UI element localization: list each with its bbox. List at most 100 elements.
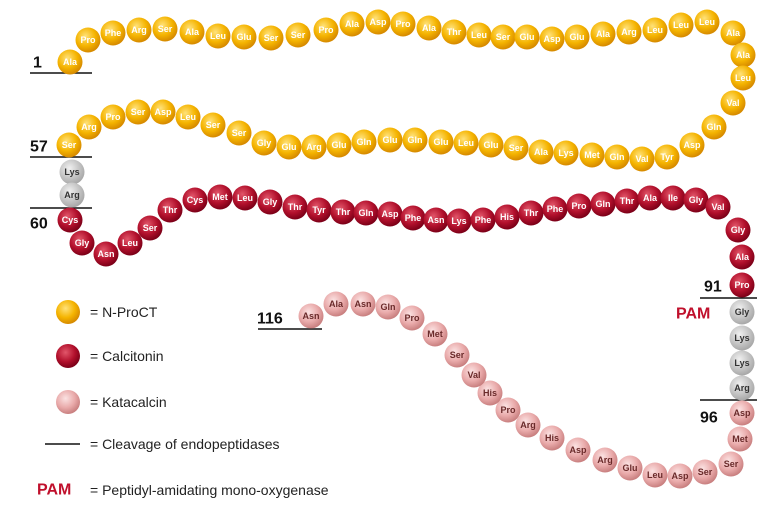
residue-label: Asp: [154, 107, 172, 117]
residue-label: Asn: [302, 311, 319, 321]
residue-bead: [637, 185, 663, 211]
residue-bead: [232, 185, 258, 211]
residue-label: Arg: [520, 420, 536, 430]
residue-label: Met: [427, 329, 443, 339]
residue-bead: [56, 132, 82, 158]
residue-bead: [175, 104, 201, 130]
legend-bead: [56, 300, 80, 324]
residue-bead: [694, 9, 720, 35]
residue-label: Leu: [458, 138, 474, 148]
residue-bead: [285, 22, 311, 48]
residue-bead: [604, 144, 630, 170]
residue-bead: [725, 217, 751, 243]
residue-bead: [515, 412, 541, 438]
residue-label: Asp: [543, 34, 561, 44]
residue-bead: [365, 9, 391, 35]
residue-bead: [423, 207, 449, 233]
residue-label: Gln: [359, 208, 374, 218]
residue-bead: [422, 321, 448, 347]
residue-label: Ser: [264, 33, 279, 43]
position-label: 57: [30, 139, 48, 156]
residue-label: Thr: [524, 208, 539, 218]
residue-label: Arg: [306, 142, 322, 152]
residue-bead: [617, 455, 643, 481]
residue-bead: [126, 17, 152, 43]
chain: Gly Lys Lys Arg: [729, 299, 755, 401]
residue-label: Phe: [105, 28, 122, 38]
residue-bead: [100, 20, 126, 46]
residue-label: Phe: [547, 204, 564, 214]
residue-label: Ser: [724, 459, 739, 469]
residue-bead: [117, 230, 143, 256]
residue-label: Ala: [596, 29, 611, 39]
residue-label: Glu: [237, 32, 252, 42]
residue-label: Gly: [735, 307, 750, 317]
residue-bead: [313, 17, 339, 43]
residue-bead: [470, 207, 496, 233]
residue-bead: [57, 207, 83, 233]
residue-label: Met: [584, 150, 600, 160]
residue-label: Thr: [447, 27, 462, 37]
residue-label: Ser: [62, 140, 77, 150]
residue-label: Val: [467, 370, 480, 380]
residue-bead: [701, 114, 727, 140]
residue-bead: [566, 193, 592, 219]
chain: AspMetSerSerAspLeuGluArgAspHisArgProHisV…: [298, 291, 755, 489]
residue-label: Leu: [122, 238, 138, 248]
chain: Lys Arg: [59, 159, 85, 208]
residue-label: Val: [711, 202, 724, 212]
residue-bead: [730, 65, 756, 91]
residue-bead: [200, 112, 226, 138]
residue-bead: [667, 463, 693, 489]
residue-label: Leu: [471, 30, 487, 40]
residue-bead: [375, 294, 401, 320]
residue-bead: [590, 21, 616, 47]
residue-bead: [416, 15, 442, 41]
residue-bead: [306, 197, 332, 223]
residue-bead: [441, 19, 467, 45]
chain: Ala Pro Phe Arg Ser Ala Leu Glu Ser Ser Pro Ala Asp P…: [56, 9, 756, 172]
position-label: 96: [700, 410, 718, 427]
residue-bead: [137, 215, 163, 241]
residue-bead: [729, 272, 755, 298]
residue-bead: [100, 104, 126, 130]
residue-label: Asn: [97, 249, 114, 259]
residue-bead: [205, 23, 231, 49]
residue-label: Arg: [64, 190, 80, 200]
residue-label: Phe: [405, 213, 422, 223]
residue-bead: [446, 208, 472, 234]
residue-bead: [654, 144, 680, 170]
residue-label: Phe: [475, 215, 492, 225]
position-label: 116: [257, 311, 283, 328]
residue-label: Gly: [257, 138, 272, 148]
residue-bead: [542, 196, 568, 222]
residue-bead: [282, 194, 308, 220]
residue-label: His: [483, 388, 497, 398]
residue-bead: [477, 380, 503, 406]
residue-label: Val: [635, 154, 648, 164]
residue-bead: [729, 325, 755, 351]
residue-label: Leu: [699, 17, 715, 27]
residue-bead: [323, 291, 349, 317]
residue-label: Gln: [408, 135, 423, 145]
residue-label: Val: [726, 98, 739, 108]
legend-text: = Calcitonin: [90, 348, 164, 364]
residue-label: Pro: [318, 25, 334, 35]
residue-bead: [59, 182, 85, 208]
residue-label: Ser: [143, 223, 158, 233]
residue-label: Ile: [668, 193, 678, 203]
residue-label: Glu: [332, 140, 347, 150]
residue-bead: [592, 447, 618, 473]
residue-label: Glu: [434, 137, 449, 147]
residue-label: Arg: [81, 122, 97, 132]
residue-label: Leu: [673, 20, 689, 30]
residue-label: Ala: [643, 193, 658, 203]
residue-label: Pro: [80, 35, 96, 45]
residue-bead: [729, 375, 755, 401]
residue-bead: [720, 90, 746, 116]
residue-bead: [353, 200, 379, 226]
residue-label: Ser: [131, 107, 146, 117]
residue-label: Lys: [451, 216, 466, 226]
residue-label: Tyr: [660, 152, 674, 162]
residue-bead: [629, 146, 655, 172]
